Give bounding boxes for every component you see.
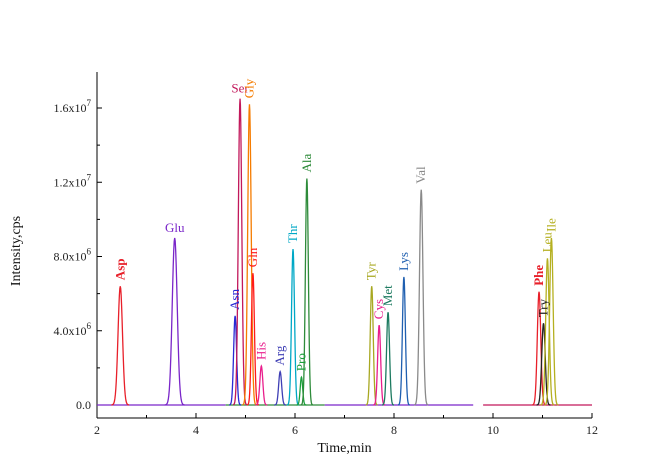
peak-label-glu: Glu <box>165 220 185 235</box>
peak-label-thr: Thr <box>285 224 300 243</box>
peak-label-ile: Ile <box>543 218 558 232</box>
x-tick-label: 4 <box>193 423 199 437</box>
peak-label-ala: Ala <box>299 154 314 173</box>
peak-phe <box>532 291 547 406</box>
peak-label-ser: Ser <box>231 81 249 96</box>
x-tick-label: 2 <box>94 423 100 437</box>
peak-label-lys: Lys <box>396 252 411 271</box>
peak-gln <box>246 273 259 406</box>
peak-label-leu: Leu <box>540 232 555 253</box>
y-tick-label: 8.0x106 <box>54 247 92 264</box>
peak-try <box>536 323 551 406</box>
x-tick-label: 12 <box>586 423 598 437</box>
peak-cys <box>373 325 386 406</box>
peak-label-val: Val <box>413 166 428 184</box>
peak-label-gln: Gln <box>245 247 260 267</box>
axes-group: 2 4 6 8 10 12 0.0 4.0x106 8.0x106 1.2x107 1.6x107 <box>54 72 598 437</box>
peak-label-try: Try <box>536 298 551 317</box>
peak-label-asp: Asp <box>112 259 127 281</box>
peaks-group <box>111 98 559 406</box>
peak-pro <box>296 375 307 406</box>
peak-ala <box>300 178 314 406</box>
peak-label-gly: Gly <box>242 78 257 98</box>
peak-asn <box>229 315 242 406</box>
peak-label-pro: Pro <box>293 353 308 371</box>
x-tick-label: 8 <box>391 423 397 437</box>
x-tick-label: 6 <box>292 423 298 437</box>
peak-met <box>382 312 395 406</box>
peak-leu <box>540 258 555 406</box>
peak-ile <box>544 237 559 406</box>
peak-label-arg: Arg <box>272 345 287 365</box>
y-tick-label: 1.2x107 <box>54 172 92 189</box>
y-axis-title: Intensity,cps <box>9 216 24 286</box>
peak-val <box>414 189 429 406</box>
x-axis-title: Time,min <box>317 441 371 456</box>
peak-gly <box>242 104 257 406</box>
peak-glu <box>164 237 185 406</box>
peak-his <box>255 364 268 406</box>
peak-label-asn: Asn <box>227 288 242 309</box>
y-tick-label: 1.6x107 <box>54 98 92 115</box>
peak-asp <box>111 286 130 406</box>
x-tick-label: 10 <box>487 423 499 437</box>
y-tick-label: 4.0x106 <box>54 321 92 338</box>
peak-thr <box>286 249 300 406</box>
peak-label-met: Met <box>380 285 395 306</box>
peak-lys <box>397 276 410 406</box>
peak-label-his: His <box>253 342 268 360</box>
peak-label-phe: Phe <box>531 265 546 286</box>
y-tick-label: 0.0 <box>76 398 91 412</box>
peak-label-cys: Cys <box>371 299 386 319</box>
peak-label-tyr: Tyr <box>364 262 379 281</box>
peak-arg <box>274 370 287 406</box>
